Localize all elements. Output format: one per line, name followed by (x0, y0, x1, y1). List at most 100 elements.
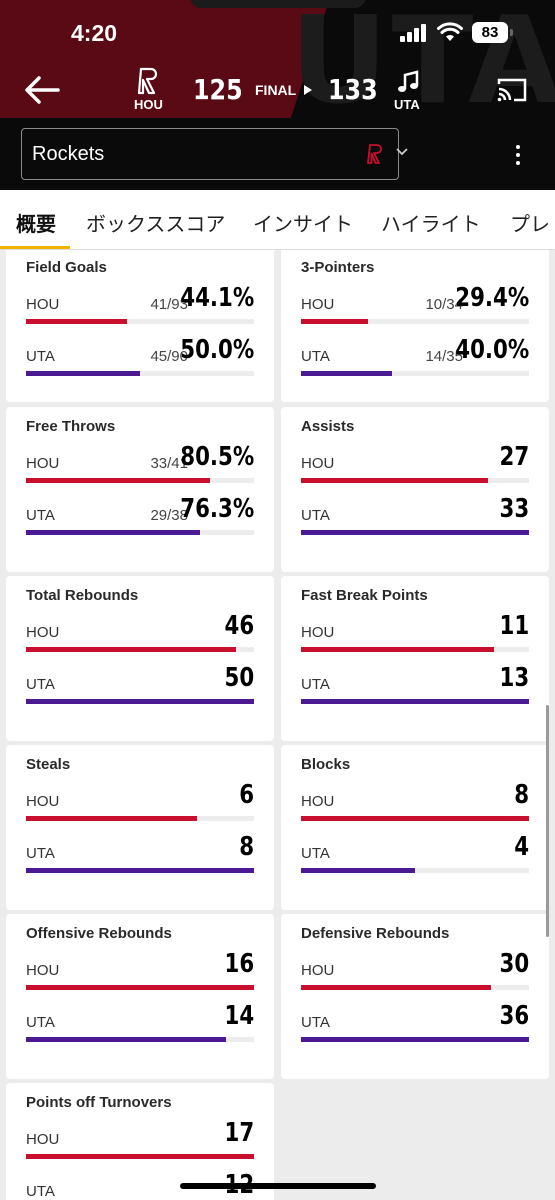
stat-bar-track (301, 816, 529, 821)
stat-value: 50 (224, 663, 254, 693)
stat-made-attempted: 33/41 (150, 455, 188, 472)
stat-card-title: Assists (301, 418, 355, 435)
stat-card-title: 3-Pointers (301, 259, 375, 276)
stat-card: Fast Break Points HOU 11 UTA 13 (281, 576, 549, 741)
stat-value: 4 (514, 832, 529, 862)
team-selector-dropdown[interactable]: Rockets (21, 128, 408, 180)
stat-team-label: UTA (26, 348, 55, 365)
stat-bar-fill (26, 816, 197, 821)
stat-bar-fill (26, 530, 200, 535)
stat-card-title: Blocks (301, 756, 351, 773)
stat-bar-track (26, 699, 254, 704)
stat-card: Total Rebounds HOU 46 UTA 50 (6, 576, 274, 741)
team-selector-value: Rockets (32, 143, 105, 165)
stat-row-hou: HOU 6 (26, 780, 254, 822)
rockets-logo-icon[interactable] (136, 66, 160, 96)
stat-team-label: HOU (26, 793, 60, 810)
stat-value: 76.3% (180, 494, 254, 524)
away-score: 133 (328, 73, 378, 106)
stat-team-label: UTA (26, 1183, 55, 1200)
jazz-note-logo-icon[interactable] (396, 70, 420, 94)
stat-bar-fill (301, 647, 494, 652)
stat-bar-fill (26, 1154, 254, 1159)
stat-row-hou: HOU 46 (26, 611, 254, 653)
wifi-icon (437, 22, 463, 41)
stat-card-title: Defensive Rebounds (301, 925, 450, 942)
stat-row-hou: HOU 16 (26, 949, 254, 991)
team-stats-grid: Field Goals HOU 41/93 44.1% UTA 45/90 50.0% 3-P… (0, 250, 555, 1200)
stat-bar-track (301, 1037, 529, 1042)
stat-made-attempted: 10/34 (425, 296, 463, 313)
stat-value: 40.0% (455, 335, 529, 365)
stat-row-hou: HOU 10/34 29.4% (301, 283, 529, 325)
header-watermark: UTA (290, 0, 555, 131)
stat-value: 30 (499, 949, 529, 979)
tab-insights[interactable]: インサイト (253, 212, 353, 236)
home-indicator[interactable] (180, 1183, 376, 1189)
stat-value: 8 (514, 780, 529, 810)
stat-bar-fill (301, 816, 529, 821)
stat-bar-fill (26, 319, 127, 324)
stat-bar-fill (26, 647, 236, 652)
stat-row-hou: HOU 33/41 80.5% (26, 442, 254, 484)
stat-team-label: UTA (26, 676, 55, 693)
stat-card-title: Fast Break Points (301, 587, 428, 604)
stat-bar-fill (301, 319, 368, 324)
stat-bar-track (26, 647, 254, 652)
game-header: UTA 4:20 83 HOU 125 FINAL 133 UTA Rocket… (0, 0, 555, 190)
stat-value: 33 (499, 494, 529, 524)
stat-value: 14 (224, 1001, 254, 1031)
stat-bar-fill (26, 371, 140, 376)
active-tab-indicator (0, 246, 70, 249)
header-team-band (0, 0, 270, 118)
stat-bar-track (26, 1037, 254, 1042)
stat-card: Defensive Rebounds HOU 30 UTA 36 (281, 914, 549, 1079)
stat-card: Field Goals HOU 41/93 44.1% UTA 45/90 50.0% (6, 250, 274, 402)
stat-value: 17 (224, 1118, 254, 1148)
stat-row-uta: UTA 45/90 50.0% (26, 335, 254, 377)
stat-bar-track (26, 1154, 254, 1159)
stat-bar-track (26, 868, 254, 873)
stat-made-attempted: 41/93 (150, 296, 188, 313)
stat-team-label: UTA (26, 845, 55, 862)
stat-team-label: UTA (26, 507, 55, 524)
stat-bar-track (301, 478, 529, 483)
stat-bar-fill (301, 478, 488, 483)
stat-value: 36 (499, 1001, 529, 1031)
stat-team-label: HOU (301, 296, 335, 313)
stat-bar-track (26, 530, 254, 535)
stat-made-attempted: 14/35 (425, 348, 463, 365)
tab-highlights[interactable]: ハイライト (381, 212, 481, 236)
stat-team-label: HOU (26, 624, 60, 641)
stat-value: 13 (499, 663, 529, 693)
stat-bar-fill (301, 371, 392, 376)
chevron-down-icon (396, 148, 408, 156)
stat-card-title: Free Throws (26, 418, 116, 435)
tab-plays[interactable]: プレ (510, 212, 550, 236)
stat-card: Offensive Rebounds HOU 16 UTA 14 (6, 914, 274, 1079)
home-team-abbr: HOU (134, 97, 163, 112)
stat-row-uta: UTA 8 (26, 832, 254, 874)
scrollbar[interactable] (546, 705, 549, 937)
stat-team-label: HOU (26, 296, 60, 313)
tab-bar: 概要 ボックススコア インサイト ハイライト プレ (0, 190, 555, 250)
stat-team-label: HOU (301, 455, 335, 472)
cast-icon[interactable] (496, 76, 528, 104)
stat-card-title: Total Rebounds (26, 587, 139, 604)
back-arrow-icon[interactable] (22, 72, 62, 108)
stat-row-hou: HOU 41/93 44.1% (26, 283, 254, 325)
stat-team-label: UTA (301, 845, 330, 862)
tab-box-score[interactable]: ボックススコア (86, 212, 226, 236)
stat-made-attempted: 45/90 (150, 348, 188, 365)
status-time: 4:20 (71, 20, 118, 46)
stat-bar-fill (301, 1037, 529, 1042)
stat-card-title: Points off Turnovers (26, 1094, 172, 1111)
more-options-icon[interactable] (508, 142, 528, 168)
stat-bar-track (301, 699, 529, 704)
stat-value: 6 (239, 780, 254, 810)
tab-overview[interactable]: 概要 (16, 212, 56, 236)
stat-bar-track (26, 478, 254, 483)
stat-row-hou: HOU 11 (301, 611, 529, 653)
stat-bar-fill (26, 868, 254, 873)
stat-row-uta: UTA 14 (26, 1001, 254, 1043)
